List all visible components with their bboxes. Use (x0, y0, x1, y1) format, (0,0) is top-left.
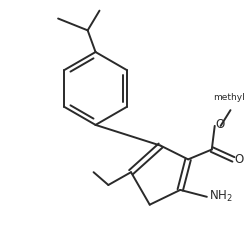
Text: O: O (234, 153, 244, 166)
Text: NH$_2$: NH$_2$ (209, 189, 233, 204)
Text: methyl: methyl (213, 93, 244, 102)
Text: O: O (216, 119, 225, 131)
